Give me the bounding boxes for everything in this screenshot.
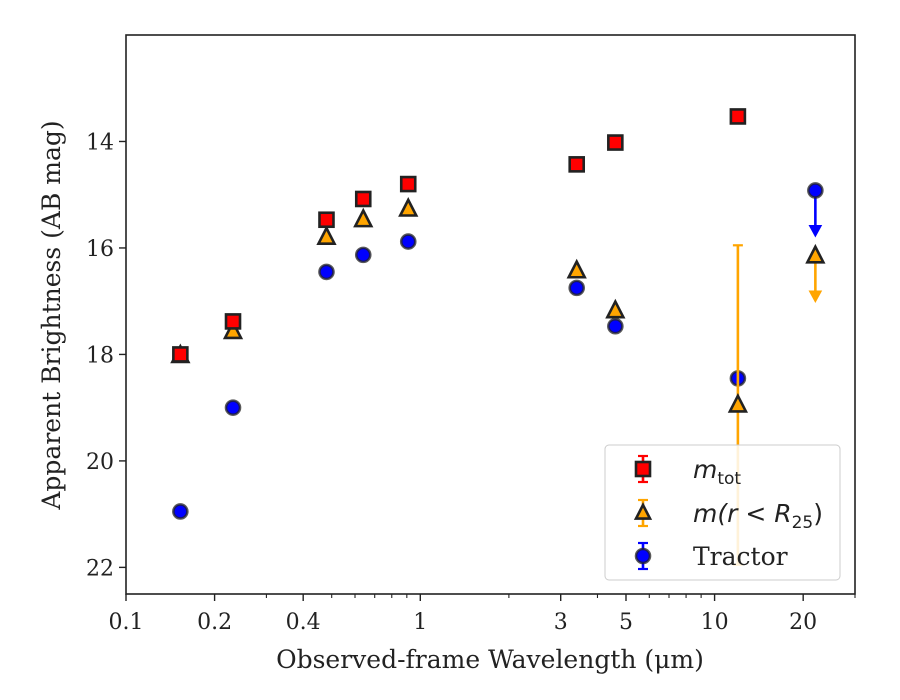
x-tick-label: 1	[413, 610, 427, 635]
data-point	[805, 243, 826, 264]
x-tick-label: 0.4	[286, 610, 321, 635]
data-point	[354, 246, 372, 264]
axis-ticks: 0.1 0.2 0.4 1 3 5 10 20 14 16 18 20 22	[86, 130, 856, 635]
data-point	[318, 263, 335, 281]
data-point	[807, 182, 824, 199]
y-tick-label: 18	[86, 343, 114, 368]
data-point	[399, 175, 417, 193]
legend-label: Tractor	[693, 542, 788, 571]
x-tick-label: 10	[701, 610, 729, 635]
y-tick-label: 22	[86, 556, 114, 581]
data-point	[172, 503, 189, 520]
x-tick-label: 5	[619, 610, 633, 635]
data-marks	[170, 108, 826, 566]
legend-label: m(r < R25)	[693, 499, 823, 533]
data-point	[316, 225, 337, 246]
data-point	[727, 392, 749, 413]
data-point	[318, 211, 335, 229]
y-tick-label: 14	[86, 130, 114, 155]
legend-marker	[634, 460, 652, 478]
data-point	[222, 319, 244, 340]
upper-limit-arrow-head	[808, 224, 823, 238]
data-point	[224, 313, 242, 330]
legend-marker	[633, 502, 653, 520]
data-point	[398, 197, 419, 217]
data-point	[607, 317, 624, 335]
y-tick-label: 16	[86, 237, 114, 262]
data-point	[354, 190, 372, 208]
legend-box	[604, 444, 841, 581]
legend: mtot m(r < R25) Tractor	[604, 444, 841, 581]
data-point	[568, 279, 586, 297]
data-point	[607, 134, 624, 151]
x-tick-label: 0.1	[109, 610, 144, 635]
x-axis-label: Observed-frame Wavelength (μm)	[276, 645, 704, 674]
data-point	[729, 108, 747, 125]
x-tick-label: 0.2	[197, 610, 232, 635]
y-axis-label: Apparent Brightness (AB mag)	[37, 120, 66, 510]
x-tick-label: 20	[789, 610, 817, 635]
data-point	[353, 207, 374, 228]
data-point	[568, 156, 586, 173]
y-tick-label: 20	[86, 450, 114, 475]
data-point	[224, 399, 242, 416]
legend-marker	[634, 547, 652, 565]
data-point	[172, 346, 189, 363]
data-point	[566, 258, 587, 279]
data-point	[605, 298, 626, 319]
x-tick-label: 3	[554, 610, 568, 635]
data-point	[399, 233, 417, 250]
series-square	[172, 108, 747, 363]
legend-label: mtot	[693, 455, 741, 489]
upper-limit-arrow-head	[808, 290, 823, 303]
plot-frame	[125, 34, 856, 595]
